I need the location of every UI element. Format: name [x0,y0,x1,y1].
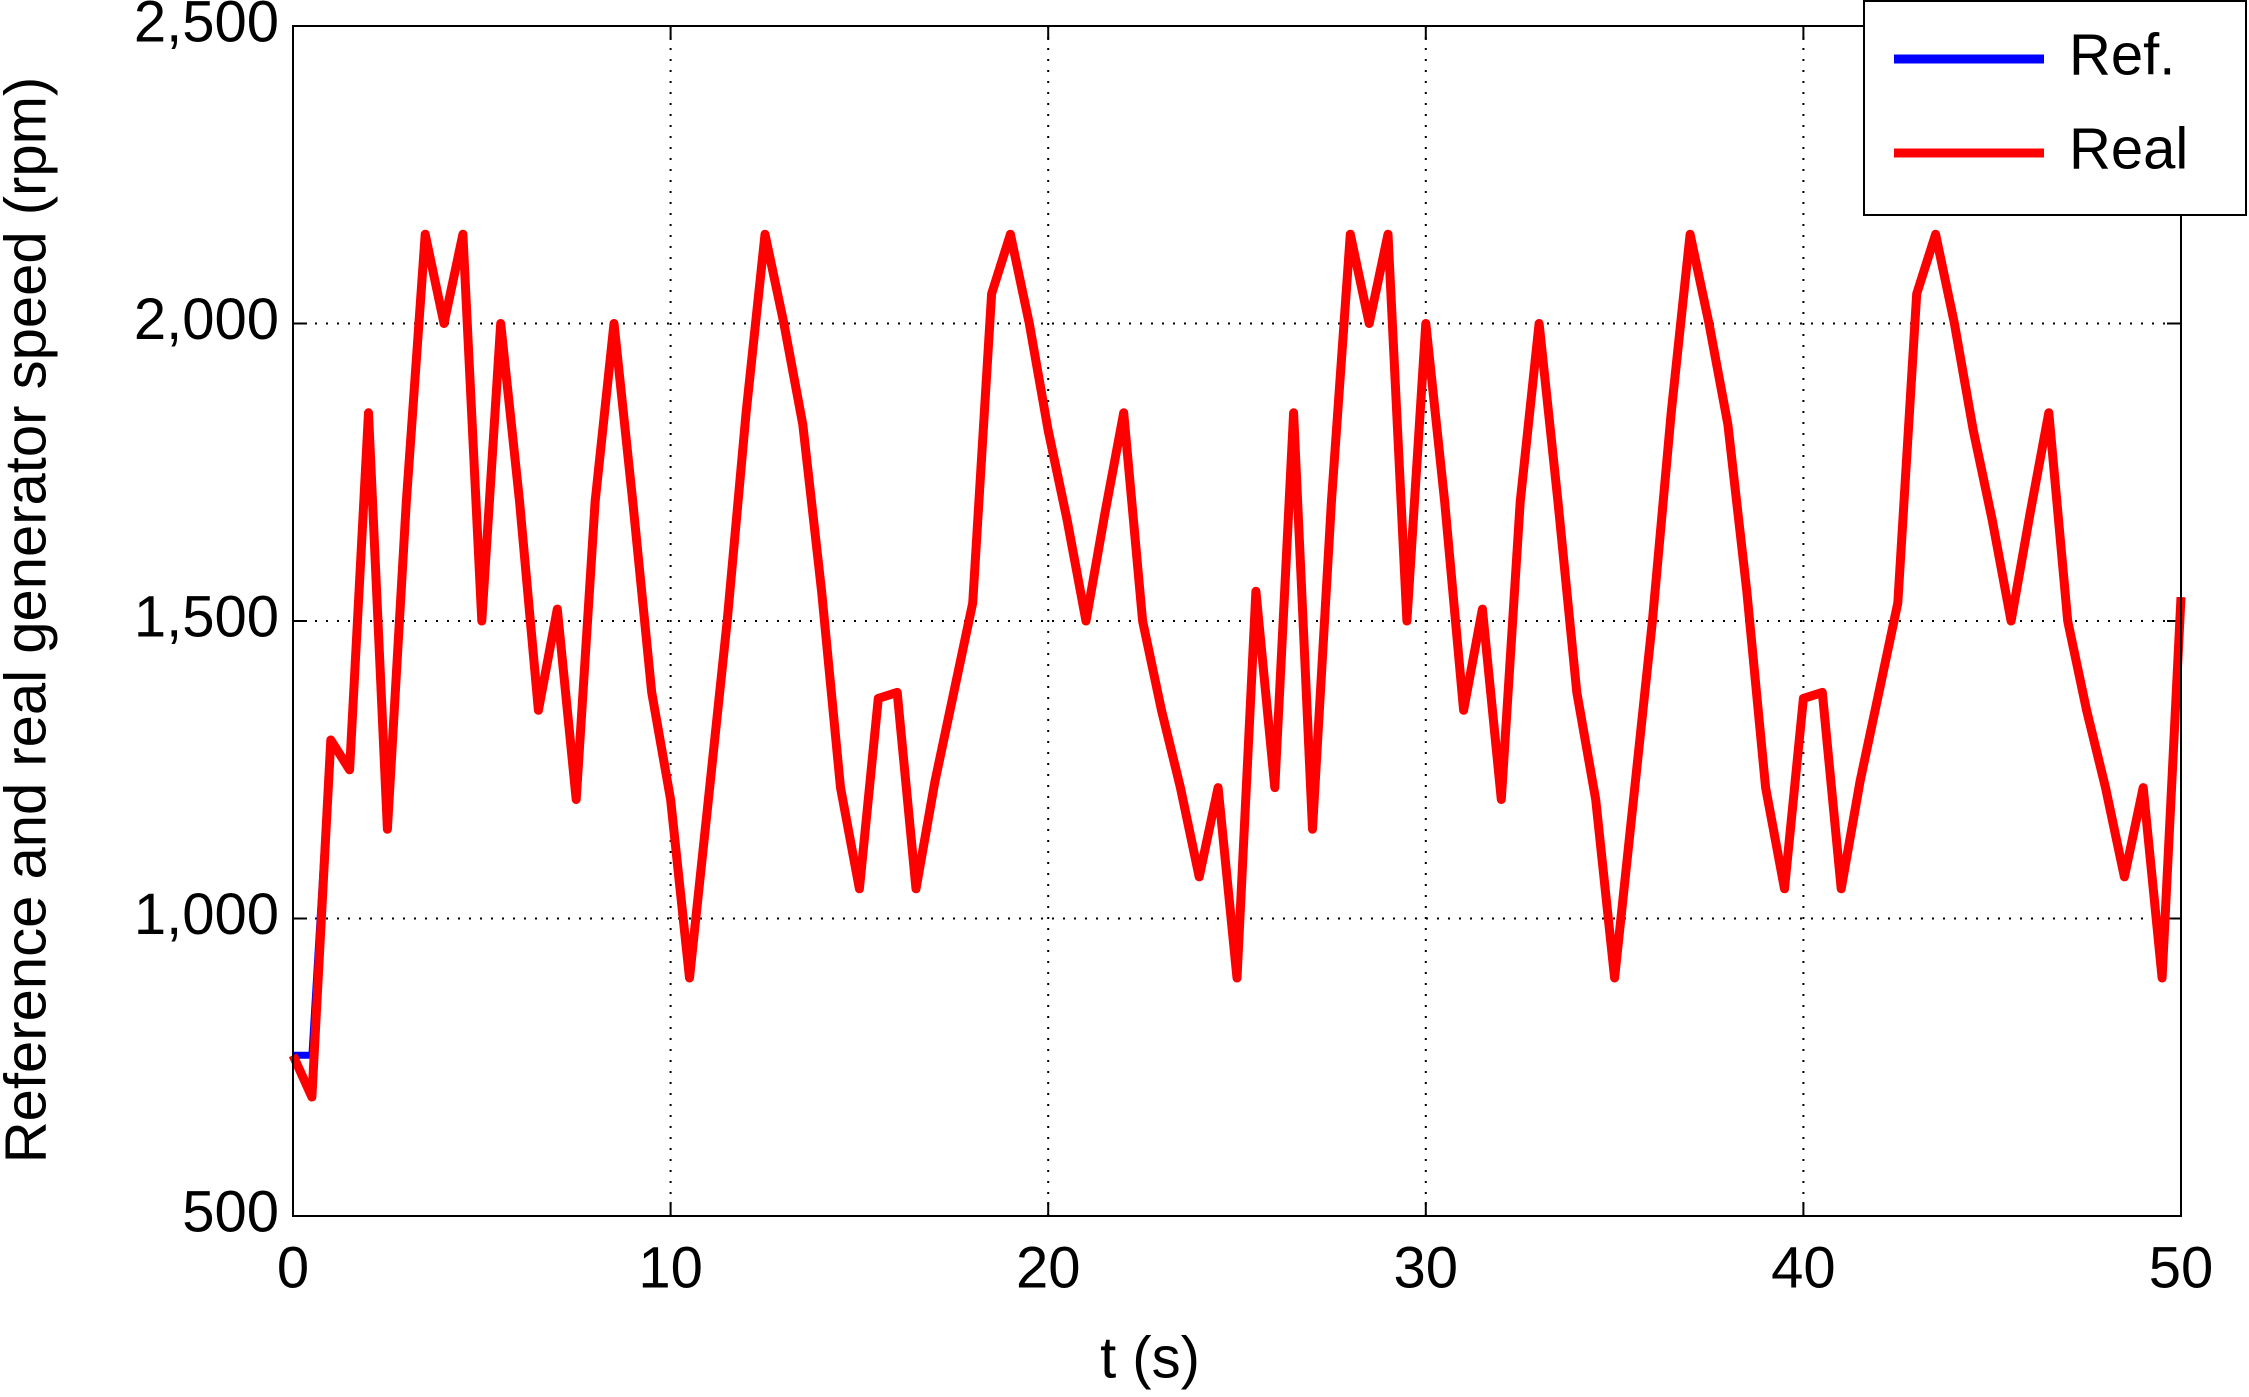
x-tick-label: 50 [2149,1235,2214,1300]
y-tick-label: 1,000 [134,882,279,947]
legend-box [1863,0,2247,216]
y-tick-label: 2,000 [134,287,279,352]
x-axis-label: t (s) [1100,1325,1200,1390]
x-tick-label: 30 [1394,1235,1459,1300]
y-tick-label: 2,500 [134,0,279,54]
x-tick-label: 0 [277,1235,309,1300]
y-tick-label: 500 [182,1179,279,1244]
y-tick-label: 1,500 [134,584,279,649]
x-tick-label: 20 [1016,1235,1081,1300]
legend-label: Ref. [2069,22,2175,87]
x-tick-label: 10 [638,1235,703,1300]
y-axis-label: Reference and real generator speed (rpm) [0,77,58,1163]
legend-label: Real [2069,116,2188,181]
series-line [288,229,2186,1102]
plot-frame [292,25,2182,1217]
x-tick-label: 40 [1771,1235,1836,1300]
